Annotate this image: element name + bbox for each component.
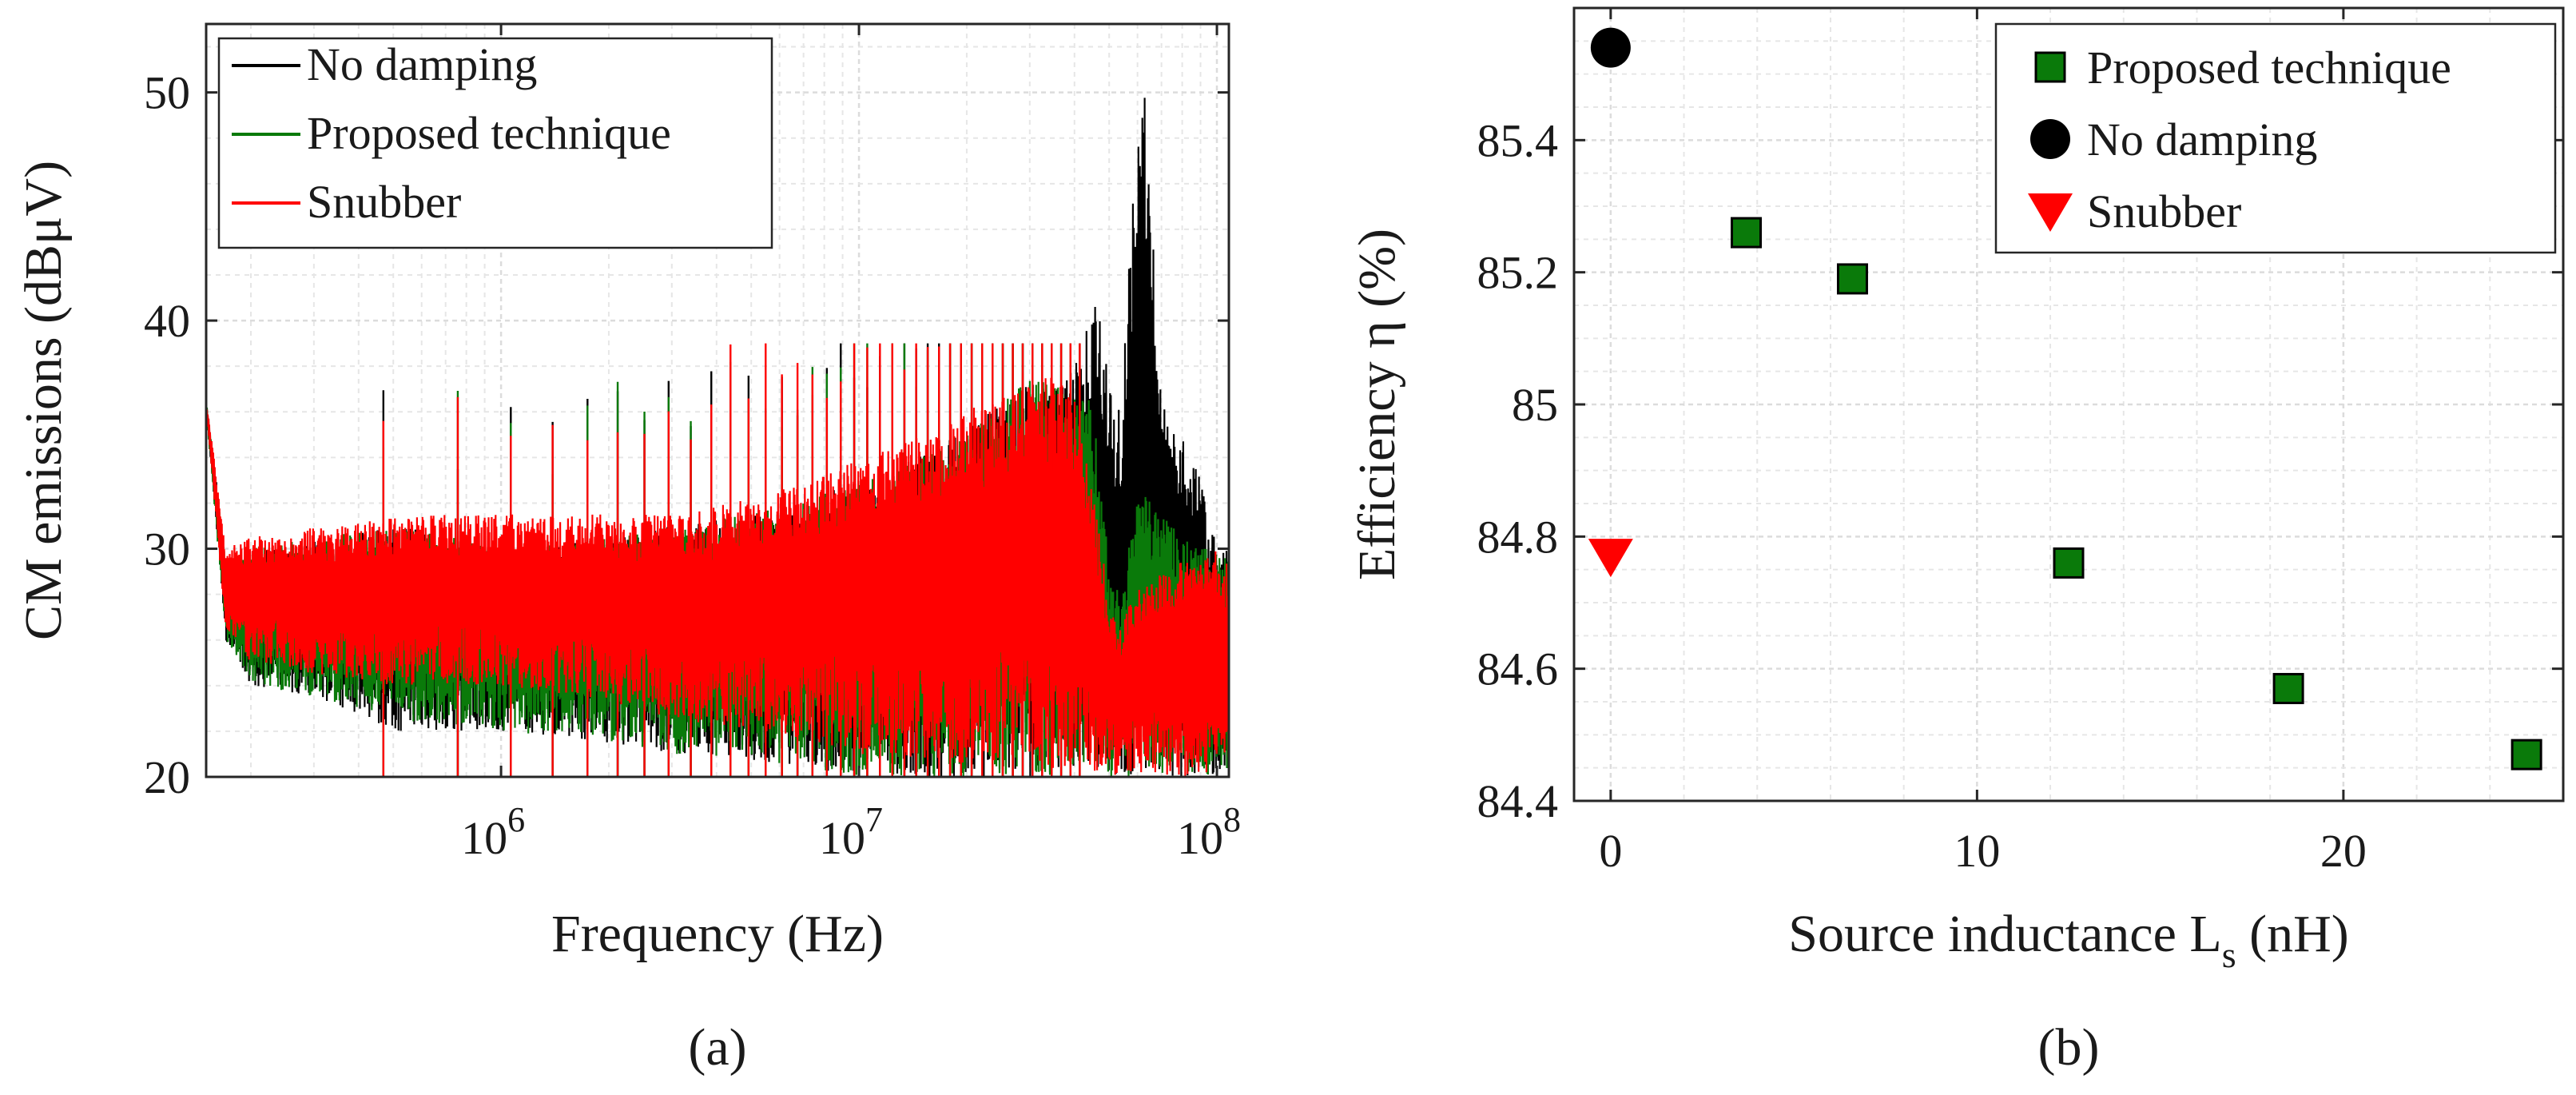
- panel-b-point-proposed-technique: [1731, 217, 1763, 249]
- panel-a-series: [205, 98, 1230, 777]
- panel-b-legend-label: No damping: [2087, 113, 2317, 165]
- panel-a-y-tick-label: 40: [144, 295, 190, 347]
- panel-b-point-proposed-technique: [2272, 672, 2304, 704]
- panel-b-legend-swatch: [2034, 51, 2066, 83]
- panel-b-caption: (b): [2038, 1018, 2100, 1077]
- panel-b-point-proposed-technique: [2053, 547, 2085, 579]
- panel-b-y-tick-label: 84.4: [1477, 775, 1559, 827]
- panel-b-legend: Proposed technique No damping Snubber: [1994, 22, 2557, 254]
- panel-b-x-axis-label-main: Source inductance L: [1788, 905, 2221, 963]
- panel-a-caption: (a): [688, 1018, 746, 1077]
- panel-a-x-tick-label-base: 10: [461, 812, 507, 864]
- panel-a-x-tick-label-base: 10: [1177, 812, 1223, 864]
- panel-b-y-tick-label: 85: [1512, 379, 1558, 431]
- panel-b-x-tick-label: 0: [1599, 825, 1622, 877]
- panel-a-axes-frame: [205, 22, 1230, 778]
- panel-b-legend-box: [1994, 22, 2557, 254]
- panel-b-point-proposed-technique: [1836, 263, 1868, 295]
- panel-b-y-tick-label: 85.4: [1477, 114, 1559, 166]
- panel-b-x-axis-label-subscript: s: [2222, 934, 2236, 975]
- panel-b-y-axis-label: Efficiency η (%): [1348, 229, 1406, 580]
- panel-a-x-tick-label-exponent: 8: [1223, 800, 1241, 839]
- panel-b-grid: [1574, 6, 2564, 802]
- panel-b-legend-swatch: [2030, 119, 2070, 159]
- panel-a-y-tick-label: 30: [144, 524, 190, 575]
- panel-b-legend-swatch: [2028, 193, 2073, 232]
- panel-a-ticks: [206, 24, 1229, 778]
- panel-a-legend: No damping Proposed technique Snubber: [217, 37, 773, 249]
- panel-a-y-axis-label: CM emissions (dBμV): [14, 161, 73, 640]
- panel-b-point-snubber: [1588, 539, 1633, 578]
- panel-b-tick-labels: 0 10 20 84.4 84.6 84.8 85 85.2 85.4: [1477, 114, 2367, 877]
- panel-b-x-tick-label: 10: [1954, 825, 2000, 877]
- panel-a-legend-label: Snubber: [307, 176, 461, 228]
- panel-b-ticks: [1574, 8, 2563, 802]
- panel-b-x-axis-label-suffix: (nH): [2236, 905, 2349, 963]
- panel-b-x-tick-label: 20: [2320, 825, 2367, 877]
- panel-b: 0 10 20 84.4 84.6 84.8 85 85.2 85.4 Source induc…: [1348, 6, 2565, 1077]
- panel-a-x-tick-label-exponent: 6: [507, 800, 525, 839]
- panel-a-x-tick-label-base: 10: [819, 812, 865, 864]
- panel-b-y-tick-label: 84.8: [1477, 511, 1559, 563]
- panel-a-y-tick-label: 50: [144, 67, 190, 119]
- panel-a-legend-label: Proposed technique: [307, 107, 671, 159]
- panel-a-x-tick-label: 106: [461, 800, 525, 864]
- panel-a-x-tick-label-exponent: 7: [865, 800, 883, 839]
- panel-b-y-tick-label: 84.6: [1477, 643, 1559, 695]
- panel-a-x-tick-label: 107: [819, 800, 883, 864]
- panel-b-point-proposed-technique: [2510, 739, 2542, 770]
- panel-a-legend-box: [217, 37, 773, 249]
- panel-b-legend-label: Proposed technique: [2087, 42, 2451, 94]
- panel-b-x-axis-label: Source inductance Ls (nH): [1788, 905, 2348, 975]
- panel-a-x-axis-label: Frequency (Hz): [551, 905, 884, 963]
- panel-b-points: [1588, 27, 2542, 770]
- panel-a-legend-label: No damping: [307, 38, 537, 90]
- panel-a-x-tick-label: 108: [1177, 800, 1241, 864]
- panel-b-point-no-damping: [1590, 27, 1631, 68]
- panel-b-y-tick-label: 85.2: [1477, 247, 1559, 299]
- panel-a-series-snubber: [205, 372, 1230, 777]
- panel-a-y-tick-label: 20: [144, 751, 190, 803]
- panel-b-legend-label: Snubber: [2087, 185, 2241, 237]
